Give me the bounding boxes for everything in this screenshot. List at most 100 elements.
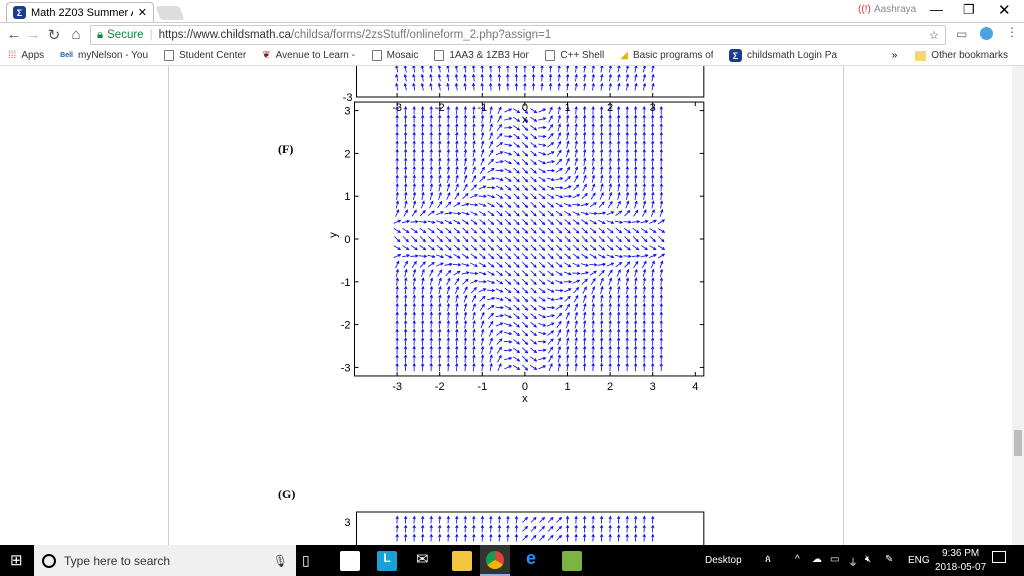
vector-arrow bbox=[530, 210, 537, 217]
vector-arrow-head bbox=[558, 525, 563, 530]
power-plug-icon[interactable]: ⏚ bbox=[848, 558, 858, 569]
cast-icon[interactable]: ▭ bbox=[956, 27, 968, 41]
vector-arrow-head bbox=[508, 306, 512, 310]
vector-arrow bbox=[504, 143, 512, 147]
bookmark-basic-programs[interactable]: ◢Basic programs of C bbox=[620, 50, 713, 61]
vector-arrow bbox=[438, 166, 441, 175]
mail-icon[interactable]: ✉ bbox=[416, 551, 429, 568]
vector-arrow-head bbox=[483, 194, 487, 198]
vector-arrow bbox=[522, 535, 528, 541]
vector-arrow-head bbox=[642, 66, 647, 69]
vector-arrow-head bbox=[447, 285, 451, 290]
new-tab-button[interactable] bbox=[155, 6, 185, 20]
home-button[interactable]: ⌂ bbox=[71, 26, 81, 43]
desktop-toolbar[interactable]: Desktop bbox=[705, 555, 742, 566]
vector-arrow bbox=[600, 166, 603, 175]
edge-icon[interactable]: e bbox=[526, 548, 537, 568]
battery-icon[interactable]: ▭ bbox=[830, 554, 840, 565]
browser-tab[interactable]: Σ Math 2Z03 Summer Assig ✕ bbox=[6, 2, 154, 22]
vector-arrow-head bbox=[591, 157, 595, 162]
microphone-icon[interactable]: 🎙︎ bbox=[272, 553, 288, 568]
search-input[interactable]: Type here to search bbox=[64, 553, 171, 568]
reload-button[interactable]: ↻ bbox=[47, 27, 61, 44]
scrollbar-thumb[interactable] bbox=[1014, 430, 1022, 456]
vector-arrow bbox=[473, 363, 475, 372]
bookmark-1aa3[interactable]: 1AA3 & 1ZB3 Home bbox=[434, 50, 529, 61]
extension-icon[interactable] bbox=[980, 27, 993, 40]
vector-arrow bbox=[600, 312, 603, 320]
minimize-button[interactable]: — bbox=[930, 2, 943, 17]
scrollbar[interactable] bbox=[1012, 66, 1024, 545]
bookmark-apps[interactable]: ⁞⁞⁞ Apps bbox=[8, 50, 44, 61]
bookmark-student-center[interactable]: Student Center bbox=[163, 50, 246, 61]
file-explorer-icon[interactable] bbox=[452, 551, 472, 571]
restore-button[interactable]: ❐ bbox=[963, 2, 975, 17]
close-tab-icon[interactable]: ✕ bbox=[137, 7, 147, 19]
arduino-icon[interactable] bbox=[562, 551, 582, 571]
clock-time[interactable]: 9:36 PM bbox=[942, 548, 980, 559]
vector-arrow bbox=[513, 167, 520, 174]
vector-arrow-head bbox=[395, 191, 399, 196]
vector-arrow bbox=[558, 66, 560, 73]
vector-arrow-head bbox=[566, 114, 570, 119]
vector-arrow-head bbox=[585, 212, 589, 216]
forward-button[interactable]: → bbox=[25, 26, 41, 43]
show-hidden-icons[interactable]: ^ bbox=[795, 554, 800, 565]
vector-arrow bbox=[660, 278, 663, 286]
vector-arrow bbox=[504, 270, 511, 277]
vector-arrow-head bbox=[404, 311, 408, 316]
vector-arrow-head bbox=[542, 169, 546, 173]
vector-arrow-head bbox=[473, 184, 477, 188]
language-indicator[interactable]: ENG bbox=[908, 555, 930, 566]
vector-arrow-head bbox=[456, 192, 460, 196]
star-icon[interactable]: ☆ bbox=[928, 30, 939, 42]
vector-arrow bbox=[504, 296, 512, 302]
clock-date[interactable]: 2018-05-07 bbox=[935, 562, 987, 573]
pen-icon[interactable]: ✎ bbox=[885, 554, 894, 565]
cortana-icon bbox=[42, 553, 56, 568]
page-icon bbox=[545, 50, 556, 61]
vector-arrow-head bbox=[524, 367, 529, 371]
vector-arrow-head bbox=[524, 307, 529, 311]
profile-icon[interactable]: ((!) bbox=[858, 4, 871, 15]
vector-arrow bbox=[640, 254, 648, 258]
vector-arrow bbox=[429, 278, 433, 286]
task-view-icon[interactable]: ▯ bbox=[302, 552, 310, 568]
taskbar-search[interactable]: Type here to search 🎙︎ bbox=[34, 545, 296, 576]
vector-arrow-head bbox=[625, 191, 630, 196]
profile-name[interactable]: Aashraya bbox=[874, 4, 917, 15]
l-app-icon[interactable]: L bbox=[377, 551, 397, 571]
bookmarks-overflow-button[interactable]: » bbox=[891, 50, 898, 61]
address-bar[interactable]: 🔒︎ Secure | https://www.childsmath.ca /c… bbox=[90, 25, 946, 45]
vector-arrow-head bbox=[550, 142, 555, 146]
bookmark-other[interactable]: Other bookmarks bbox=[915, 50, 1008, 61]
people-icon[interactable]: ጰ bbox=[765, 554, 771, 565]
vector-arrow-head bbox=[463, 362, 467, 367]
bookmark-cpp-shell[interactable]: C++ Shell bbox=[545, 50, 604, 61]
vector-arrow-head bbox=[540, 73, 544, 78]
vector-arrow-head bbox=[463, 515, 467, 520]
chrome-icon[interactable] bbox=[480, 545, 510, 576]
vector-arrow bbox=[496, 346, 502, 354]
bookmark-mosaic[interactable]: Mosaic bbox=[371, 50, 418, 61]
vector-arrow-head bbox=[575, 286, 580, 291]
vector-arrow bbox=[642, 83, 646, 91]
menu-icon[interactable]: ⋮ bbox=[1006, 25, 1018, 39]
vector-arrow-head bbox=[490, 247, 495, 251]
vector-arrow bbox=[575, 66, 577, 73]
vector-arrow-head bbox=[455, 105, 459, 110]
windows-start-icon[interactable]: ⊞ bbox=[10, 552, 23, 569]
vector-arrow bbox=[395, 261, 399, 269]
vector-arrow bbox=[429, 192, 433, 200]
close-window-button[interactable]: ✕ bbox=[998, 2, 1011, 19]
vector-arrow-head bbox=[651, 515, 655, 520]
bookmark-avenue[interactable]: ❦Avenue to Learn - M bbox=[262, 50, 355, 61]
vector-arrow-head bbox=[617, 165, 621, 170]
volume-muted-icon[interactable]: 🔇︎ bbox=[865, 554, 872, 565]
action-center-icon[interactable] bbox=[992, 551, 1006, 563]
store-icon[interactable] bbox=[340, 551, 360, 571]
onedrive-icon[interactable]: ☁ bbox=[812, 554, 822, 565]
back-button[interactable]: ← bbox=[6, 26, 22, 43]
